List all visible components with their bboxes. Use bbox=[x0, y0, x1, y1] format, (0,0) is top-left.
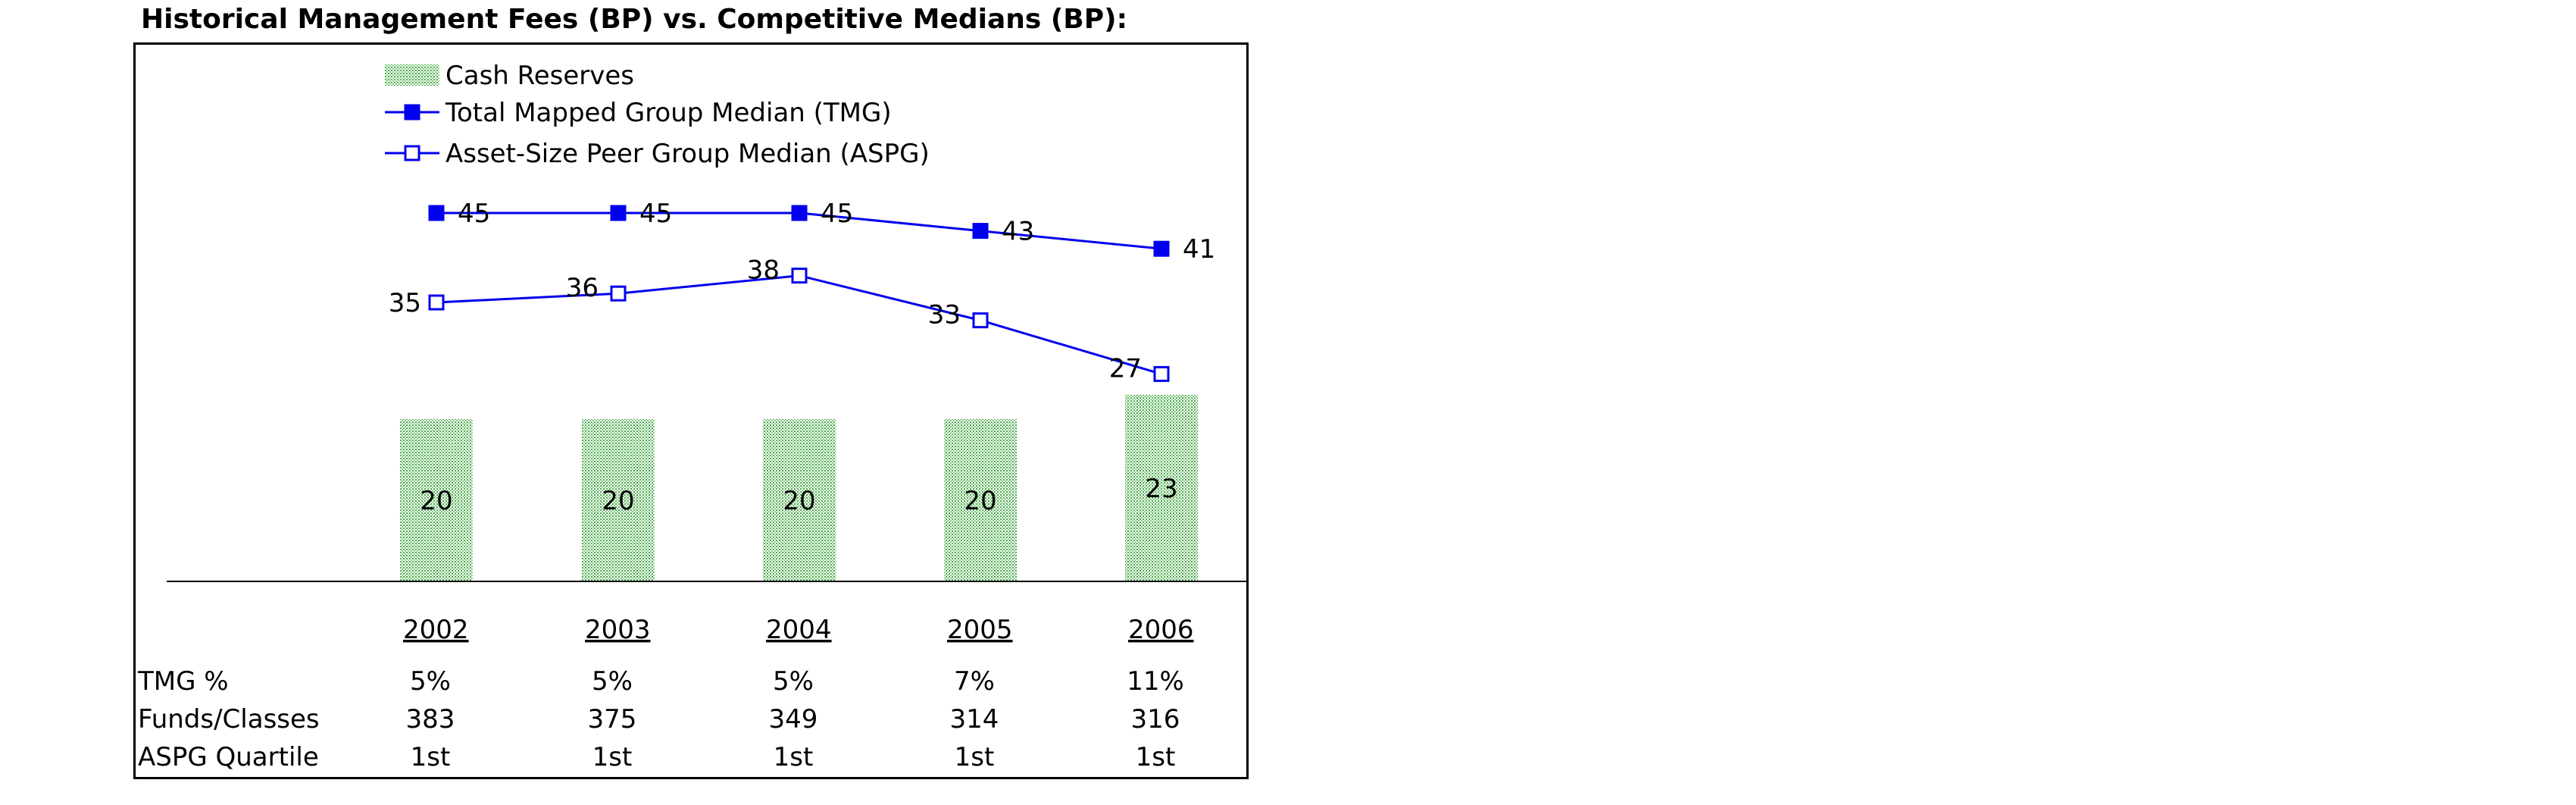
table-cell: 375 bbox=[587, 704, 637, 735]
table-cell: 349 bbox=[768, 704, 818, 735]
table-cell: 7% bbox=[954, 666, 995, 697]
legend-marker bbox=[404, 104, 420, 121]
legend: Cash Reserves Total Mapped Group Median (… bbox=[385, 61, 930, 169]
marker-tmg-2006 bbox=[1153, 240, 1170, 257]
x-axis-labels: 2002 2003 2004 2005 2006 bbox=[403, 615, 1194, 645]
table-cell: 5% bbox=[410, 666, 451, 697]
bar-value-label: 23 bbox=[1145, 474, 1177, 504]
bar-cash-reserves-2003 bbox=[582, 419, 655, 581]
table-row-label: TMG % bbox=[138, 666, 229, 697]
point-label-aspg: 33 bbox=[928, 300, 961, 330]
point-label-tmg: 41 bbox=[1183, 234, 1215, 265]
point-label-tmg: 45 bbox=[458, 199, 490, 229]
legend-label: Asset-Size Peer Group Median (ASPG) bbox=[445, 139, 930, 169]
legend-swatch-cash-reserves bbox=[385, 64, 439, 86]
table-cell: 383 bbox=[405, 704, 455, 735]
table-cell: 5% bbox=[592, 666, 633, 697]
bar-value-label: 20 bbox=[602, 486, 634, 516]
marker-tmg-2002 bbox=[428, 205, 445, 221]
table-row-label: Funds/Classes bbox=[138, 704, 320, 735]
bars-group: 20 20 20 20 23 bbox=[400, 394, 1198, 581]
table-cell: 316 bbox=[1130, 704, 1180, 735]
series-line-1 bbox=[436, 274, 1162, 375]
bar-value-label: 20 bbox=[420, 486, 452, 516]
marker-aspg-2002 bbox=[428, 294, 445, 311]
x-tick-label-2003: 2003 bbox=[585, 615, 651, 645]
legend-label: Cash Reserves bbox=[445, 61, 634, 91]
bar-value-label: 20 bbox=[783, 486, 815, 516]
point-label-aspg: 38 bbox=[747, 255, 780, 286]
table-row-label: ASPG Quartile bbox=[138, 742, 319, 772]
marker-tmg-2005 bbox=[972, 223, 989, 240]
marker-aspg-2005 bbox=[972, 312, 989, 329]
marker-aspg-2004 bbox=[791, 268, 808, 284]
table-cell: 11% bbox=[1127, 666, 1184, 697]
table-cell: 5% bbox=[773, 666, 814, 697]
legend-marker bbox=[404, 145, 420, 161]
lines-group: 45 45 45 43 41 35 36 38 33 27 bbox=[389, 199, 1216, 384]
x-tick-label-2005: 2005 bbox=[947, 615, 1013, 645]
legend-label: Total Mapped Group Median (TMG) bbox=[445, 98, 892, 128]
point-label-aspg: 36 bbox=[566, 273, 599, 303]
table-cell: 1st bbox=[954, 742, 995, 772]
point-label-tmg: 43 bbox=[1002, 217, 1034, 247]
point-label-aspg: 35 bbox=[389, 288, 421, 318]
bar-cash-reserves-2004 bbox=[763, 419, 836, 581]
table-cell: 1st bbox=[410, 742, 451, 772]
table-cell: 1st bbox=[773, 742, 814, 772]
marker-tmg-2004 bbox=[791, 205, 808, 221]
chart-title: Historical Management Fees (BP) vs. Comp… bbox=[141, 4, 1127, 35]
bar-cash-reserves-2006 bbox=[1125, 394, 1198, 581]
point-label-aspg: 27 bbox=[1109, 353, 1142, 384]
chart-frame bbox=[133, 42, 1249, 779]
bar-value-label: 20 bbox=[964, 486, 996, 516]
x-tick-label-2004: 2004 bbox=[766, 615, 832, 645]
x-tick-label-2002: 2002 bbox=[403, 615, 469, 645]
marker-aspg-2003 bbox=[610, 285, 627, 302]
point-label-tmg: 45 bbox=[639, 199, 672, 229]
marker-aspg-2006 bbox=[1153, 365, 1170, 382]
point-label-tmg: 45 bbox=[821, 199, 853, 229]
bar-cash-reserves-2005 bbox=[944, 419, 1017, 581]
x-tick-label-2006: 2006 bbox=[1128, 615, 1194, 645]
bar-cash-reserves-2002 bbox=[400, 419, 473, 581]
table-cell: 1st bbox=[1135, 742, 1176, 772]
table-cell: 314 bbox=[949, 704, 999, 735]
marker-tmg-2003 bbox=[610, 205, 627, 221]
table-cell: 1st bbox=[592, 742, 633, 772]
